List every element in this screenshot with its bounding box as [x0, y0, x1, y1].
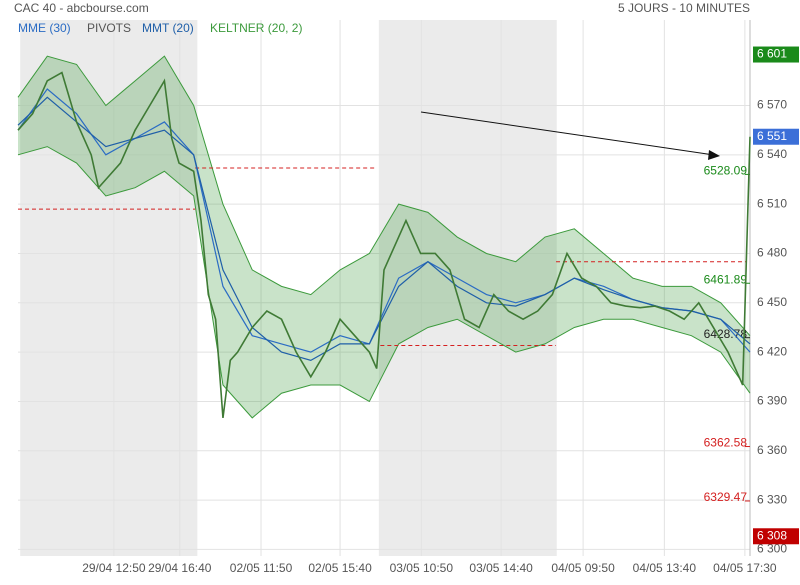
x-tick-label: 04/05 13:40 [633, 561, 697, 575]
legend-keltner[interactable]: KELTNER (20, 2) [210, 21, 302, 35]
x-tick-label: 29/04 16:40 [148, 561, 212, 575]
session-shade [378, 20, 557, 556]
pivot-label: 6329.47 [704, 490, 748, 504]
price-tag-label: 6 308 [757, 528, 787, 542]
price-line [17, 71, 751, 418]
pivot-label: 6428.78 [704, 327, 748, 341]
legend-mme[interactable]: MME (30) [18, 21, 71, 35]
price-tag [753, 528, 799, 545]
y-tick-label: 6 300 [757, 542, 787, 556]
annotation-arrow [420, 111, 715, 156]
y-tick-label: 6 540 [757, 147, 787, 161]
x-tick-label: 02/05 11:50 [230, 561, 293, 575]
pivot-label: 6362.58 [704, 436, 748, 450]
pivot-label: 6528.09 [704, 164, 748, 178]
keltner-lower [17, 146, 751, 419]
y-tick-label: 6 420 [757, 344, 787, 358]
y-tick-label: 6 390 [757, 394, 787, 408]
x-tick-label: 29/04 12:50 [82, 561, 146, 575]
ma-line [17, 96, 751, 361]
x-tick-label: 03/05 10:50 [390, 561, 454, 575]
price-tag-label: 6 601 [757, 47, 787, 61]
keltner-upper [17, 55, 751, 337]
price-tag [753, 128, 799, 145]
y-tick-label: 6 510 [757, 196, 787, 210]
chart-subtitle: 5 JOURS - 10 MINUTES [618, 1, 750, 15]
x-tick-label: 04/05 09:50 [551, 561, 615, 575]
keltner-band [18, 56, 750, 418]
x-tick-label: 03/05 14:40 [469, 561, 533, 575]
y-tick-label: 6 570 [757, 98, 787, 112]
y-tick-label: 6 330 [757, 492, 787, 506]
legend-pivots[interactable]: PIVOTS [87, 21, 131, 35]
chart-title: CAC 40 - abcbourse.com [14, 1, 149, 15]
price-tag-label: 6 551 [757, 129, 787, 143]
x-tick-label: 02/05 15:40 [308, 561, 372, 575]
y-tick-label: 6 450 [757, 295, 787, 309]
x-tick-label: 04/05 17:30 [713, 561, 777, 575]
y-tick-label: 6 480 [757, 246, 787, 260]
y-tick-label: 6 360 [757, 443, 787, 457]
arrow-head [708, 150, 720, 160]
pivot-label: 6461.89 [704, 272, 748, 286]
price-tag [753, 46, 799, 63]
legend-mmt[interactable]: MMT (20) [142, 21, 194, 35]
